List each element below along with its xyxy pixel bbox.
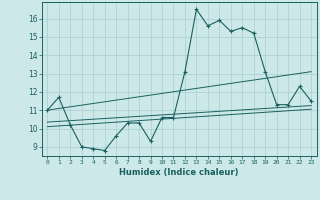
X-axis label: Humidex (Indice chaleur): Humidex (Indice chaleur): [119, 168, 239, 177]
